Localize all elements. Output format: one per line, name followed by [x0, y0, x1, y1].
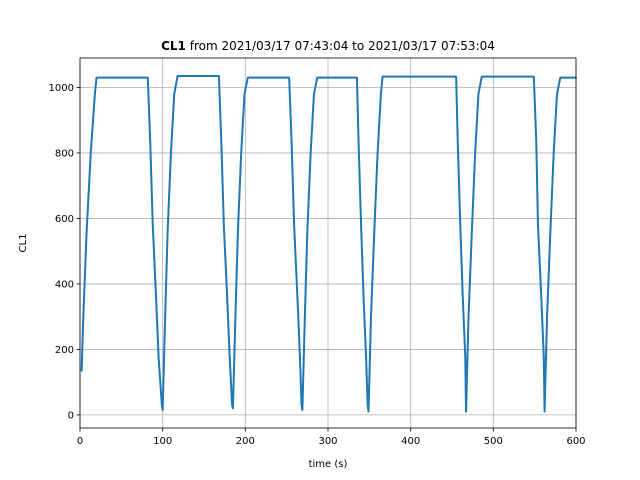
chart-title-bold: CL1 — [161, 39, 186, 53]
y-tick-label: 1000 — [49, 83, 74, 94]
y-tick-label: 0 — [68, 410, 74, 421]
series-line — [80, 75, 577, 413]
y-axis-ticks: 0 200 400 600 800 1000 — [49, 83, 80, 421]
y-tick-label: 600 — [55, 214, 74, 225]
chart-title: CL1 from 2021/03/17 07:43:04 to 2021/03/… — [161, 39, 495, 53]
x-tick-label: 600 — [566, 436, 585, 447]
y-tick-label: 800 — [55, 148, 74, 159]
grid — [79, 58, 577, 428]
x-tick-label: 0 — [77, 436, 83, 447]
x-axis-ticks: 0 100 200 300 400 500 600 — [77, 428, 586, 447]
y-tick-label: 200 — [55, 345, 74, 356]
x-tick-label: 200 — [236, 436, 255, 447]
chart-title-rest: from 2021/03/17 07:43:04 to 2021/03/17 0… — [186, 39, 495, 53]
y-tick-label: 400 — [55, 279, 74, 290]
x-axis-label: time (s) — [309, 459, 348, 470]
y-axis-label: CL1 — [18, 234, 29, 253]
x-tick-label: 500 — [484, 436, 503, 447]
x-tick-label: 400 — [401, 436, 420, 447]
plot-area — [80, 75, 577, 413]
axes-frame — [79, 57, 577, 429]
x-tick-label: 100 — [153, 436, 172, 447]
x-tick-label: 300 — [318, 436, 337, 447]
